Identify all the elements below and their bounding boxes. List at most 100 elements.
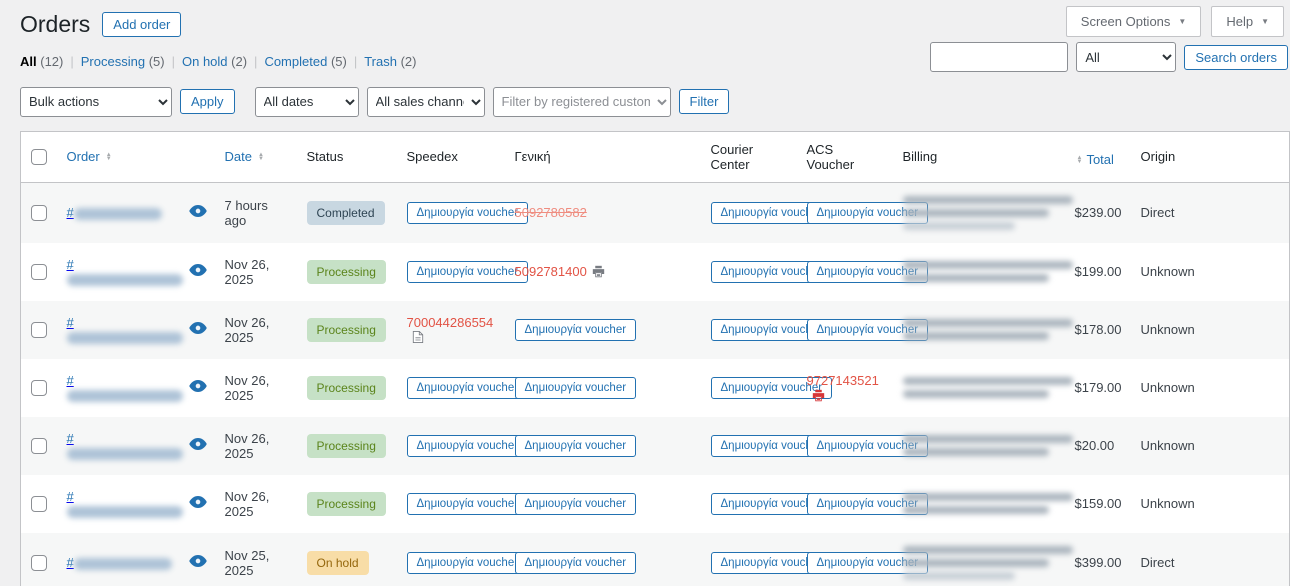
customer-filter-select[interactable]: Filter by registered customer [492, 86, 671, 117]
order-preview-button[interactable] [188, 555, 207, 568]
create-voucher-button[interactable]: Δημιουργία voucher [806, 434, 929, 457]
create-voucher-button[interactable]: Δημιουργία voucher [514, 551, 637, 574]
voucher-number-link[interactable]: 9727143521 [806, 372, 879, 388]
order-preview-button[interactable] [188, 322, 207, 335]
eye-icon [188, 322, 207, 335]
view-filter-trash[interactable]: Trash (2) [364, 54, 416, 69]
create-voucher-button[interactable]: Δημιουργία voucher [406, 551, 529, 574]
row-checkbox[interactable] [31, 554, 47, 571]
row-checkbox[interactable] [31, 379, 47, 396]
billing-address-redacted [893, 417, 1073, 475]
screen-options-button[interactable]: Screen Options ▼ [1065, 6, 1202, 37]
help-button[interactable]: Help ▼ [1211, 6, 1284, 37]
filter-button[interactable]: Filter [678, 89, 730, 115]
sort-arrows-icon: ▲ ▼ [257, 151, 264, 162]
bulk-actions-select[interactable]: Bulk actions [20, 86, 172, 117]
order-preview-button[interactable] [188, 438, 207, 451]
voucher-number-link[interactable]: 700044286554 [406, 314, 494, 330]
create-voucher-button[interactable]: Δημιουργία voucher [806, 260, 929, 283]
create-voucher-button[interactable]: Δημιουργία voucher [710, 260, 833, 283]
order-preview-button[interactable] [188, 380, 207, 393]
create-voucher-button[interactable]: Δημιουργία voucher [514, 376, 637, 399]
printer-icon[interactable] [592, 265, 605, 278]
create-voucher-button[interactable]: Δημιουργία voucher [406, 492, 529, 515]
row-checkbox[interactable] [31, 263, 47, 280]
eye-icon [188, 205, 207, 218]
search-category-select[interactable]: All [1076, 42, 1177, 72]
order-number-link[interactable]: # [66, 488, 183, 519]
search-input[interactable] [930, 42, 1069, 72]
order-status-badge: On hold [306, 550, 369, 575]
voucher-number-link[interactable]: 5092780582 [514, 205, 587, 221]
create-voucher-button[interactable]: Δημιουργία voucher [514, 492, 637, 515]
create-voucher-button[interactable]: Δημιουργία voucher [710, 492, 833, 515]
row-checkbox[interactable] [31, 204, 47, 221]
create-voucher-button[interactable]: Δημιουργία voucher [806, 318, 929, 341]
order-total: $178.00 [1074, 322, 1122, 338]
row-checkbox[interactable] [31, 321, 47, 338]
order-preview-button[interactable] [188, 264, 207, 277]
voucher-number-link[interactable]: 5092781400 [514, 264, 587, 280]
create-voucher-button[interactable]: Δημιουργία voucher [710, 551, 833, 574]
create-voucher-button[interactable]: Δημιουργία voucher [806, 551, 929, 574]
order-number-redacted [66, 390, 183, 403]
geniki-cell: Δημιουργία voucher [505, 417, 701, 475]
order-number-redacted [66, 332, 183, 345]
document-icon[interactable] [412, 330, 424, 344]
date-filter-select[interactable]: All dates [254, 86, 359, 117]
order-number-link[interactable]: # [66, 315, 183, 345]
order-number-prefix: # [66, 488, 74, 504]
create-voucher-button[interactable]: Δημιουργία voucher [806, 201, 929, 224]
order-number-link[interactable]: # [66, 257, 183, 287]
apply-button[interactable]: Apply [180, 89, 235, 115]
geniki-cell: Δημιουργία voucher [505, 533, 701, 586]
select-all-checkbox[interactable] [31, 148, 47, 165]
order-number-link[interactable]: # [66, 372, 183, 403]
order-status-badge: Processing [306, 491, 386, 516]
create-voucher-button[interactable]: Δημιουργία voucher [406, 376, 529, 399]
view-filter-completed[interactable]: Completed (5) [264, 54, 346, 69]
order-preview-button[interactable] [188, 496, 207, 509]
geniki-cell: Δημιουργία voucher [505, 301, 701, 359]
order-number-prefix: # [66, 205, 74, 221]
order-number-link[interactable]: # [66, 431, 183, 461]
order-date: 7 hours ago [224, 197, 268, 228]
create-voucher-button[interactable]: Δημιουργία voucher [710, 434, 833, 457]
order-number-redacted [73, 557, 172, 570]
printer-icon[interactable] [812, 389, 825, 402]
order-total: $159.00 [1074, 496, 1122, 512]
order-number-link[interactable]: # [67, 555, 172, 570]
create-voucher-button[interactable]: Δημιουργία voucher [710, 318, 833, 341]
create-voucher-button[interactable]: Δημιουργία voucher [406, 260, 529, 283]
order-row: # Nov 26, 2025 Processing 700044286554 Δ… [20, 300, 1290, 359]
view-label: On hold [181, 53, 228, 69]
column-header-date[interactable]: Date ▲ ▼ [225, 149, 264, 164]
create-voucher-button[interactable]: Δημιουργία voucher [514, 318, 637, 341]
order-number-link[interactable]: # [67, 205, 162, 220]
order-preview-button[interactable] [188, 205, 207, 218]
view-filter-all[interactable]: All (12) [20, 54, 63, 69]
billing-line-redacted [902, 319, 1073, 328]
orders-table: Order ▲ ▼ Date ▲ ▼ Status Speedex Γενική Cou… [20, 130, 1290, 586]
create-voucher-button[interactable]: Δημιουργία voucher [806, 492, 929, 515]
add-order-button[interactable]: Add order [102, 12, 182, 38]
row-checkbox[interactable] [31, 437, 47, 454]
create-voucher-button[interactable]: Δημιουργία voucher [514, 434, 637, 457]
create-voucher-button[interactable]: Δημιουργία voucher [406, 434, 529, 457]
row-checkbox[interactable] [31, 495, 47, 512]
view-filter-processing[interactable]: Processing (5) [81, 54, 165, 69]
column-header-order[interactable]: Order ▲ ▼ [67, 149, 112, 164]
billing-line-redacted [902, 493, 1073, 502]
create-voucher-button[interactable]: Δημιουργία voucher [710, 201, 833, 224]
screen-options-label: Screen Options [1080, 14, 1171, 29]
sales-channel-filter-select[interactable]: All sales channels [366, 86, 485, 117]
create-voucher-button[interactable]: Δημιουργία voucher [406, 201, 529, 224]
search-orders-button[interactable]: Search orders [1184, 44, 1288, 70]
column-header-total[interactable]: ▲ ▼ Total [1075, 152, 1114, 167]
order-number-prefix: # [66, 372, 74, 388]
view-filter-on-hold[interactable]: On hold (2) [182, 54, 247, 69]
create-voucher-button[interactable]: Δημιουργία voucher [710, 376, 833, 399]
eye-icon [188, 496, 207, 509]
geniki-cell: Δημιουργία voucher [505, 475, 701, 533]
billing-address-redacted [893, 533, 1073, 586]
